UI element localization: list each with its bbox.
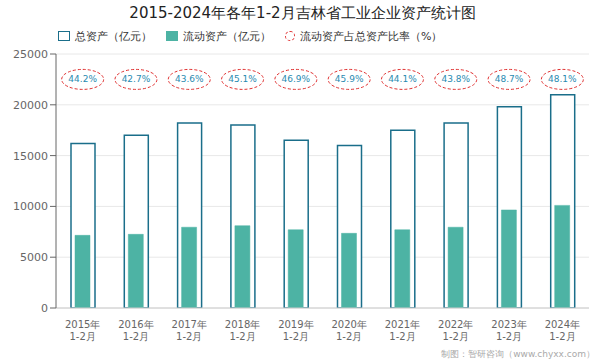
svg-text:43.8%: 43.8% bbox=[441, 74, 470, 84]
svg-text:42.7%: 42.7% bbox=[122, 74, 151, 84]
svg-text:20000: 20000 bbox=[13, 99, 48, 112]
svg-text:10000: 10000 bbox=[13, 200, 48, 213]
svg-text:2021年1-2月: 2021年1-2月 bbox=[385, 319, 420, 342]
svg-text:2024年1-2月: 2024年1-2月 bbox=[545, 319, 580, 342]
svg-text:43.6%: 43.6% bbox=[175, 74, 204, 84]
svg-text:15000: 15000 bbox=[13, 150, 48, 163]
svg-text:46.9%: 46.9% bbox=[282, 74, 311, 84]
svg-text:48.7%: 48.7% bbox=[495, 74, 524, 84]
html-text:总资产（亿元）: 总资产（亿元） bbox=[75, 29, 152, 43]
html-text:制图：智研咨询（www.chyxx.com）: 制图：智研咨询（www.chyxx.com） bbox=[441, 349, 595, 359]
svg-text:48.1%: 48.1% bbox=[548, 74, 577, 84]
svg-text:2018年1-2月: 2018年1-2月 bbox=[225, 319, 260, 342]
svg-text:2020年1-2月: 2020年1-2月 bbox=[331, 319, 366, 342]
svg-text:25000: 25000 bbox=[13, 48, 48, 61]
svg-text:2023年1-2月: 2023年1-2月 bbox=[491, 319, 526, 342]
svg-text:2022年1-2月: 2022年1-2月 bbox=[438, 319, 473, 342]
svg-text:2019年1-2月: 2019年1-2月 bbox=[278, 319, 313, 342]
svg-text:44.1%: 44.1% bbox=[388, 74, 417, 84]
svg-text:45.9%: 45.9% bbox=[335, 74, 364, 84]
svg-text:2015年1-2月: 2015年1-2月 bbox=[65, 319, 100, 342]
svg-text:2017年1-2月: 2017年1-2月 bbox=[172, 319, 207, 342]
svg-text:0: 0 bbox=[41, 302, 48, 315]
svg-text:44.2%: 44.2% bbox=[68, 74, 97, 84]
html-text:流动资产占总资产比率（%）: 流动资产占总资产比率（%） bbox=[300, 29, 443, 43]
svg-text:45.1%: 45.1% bbox=[228, 74, 257, 84]
html-text:2015-2024年各年1-2月吉林省工业企业资产统计图: 2015-2024年各年1-2月吉林省工业企业资产统计图 bbox=[129, 4, 476, 22]
svg-text:2016年1-2月: 2016年1-2月 bbox=[118, 319, 153, 342]
svg-text:5000: 5000 bbox=[20, 251, 48, 264]
html-text:流动资产（亿元）: 流动资产（亿元） bbox=[183, 29, 271, 43]
